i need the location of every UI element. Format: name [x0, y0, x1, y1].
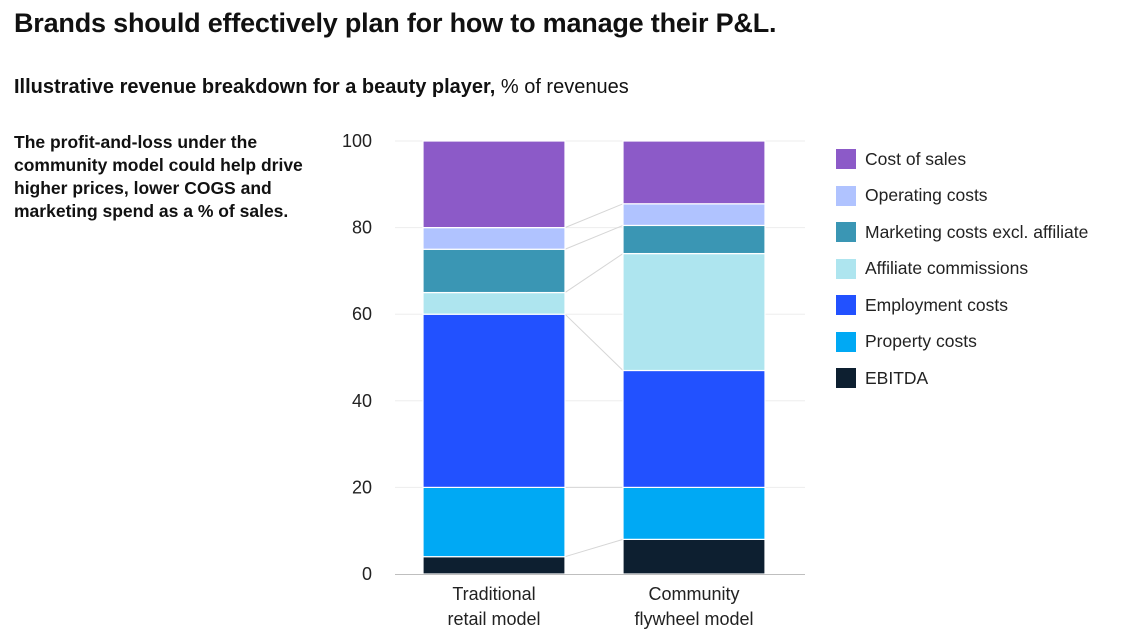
- x-category-label: Traditional: [452, 584, 535, 604]
- legend-label: Cost of sales: [865, 148, 967, 169]
- bar-segment: [422, 556, 566, 575]
- bars: [422, 140, 766, 575]
- connector-line: [564, 253, 624, 293]
- bar-segment: [422, 313, 566, 489]
- bar-segment: [622, 538, 766, 575]
- legend-swatch: [836, 258, 856, 279]
- legend-label: Employment costs: [865, 294, 1008, 315]
- bar-segment: [422, 291, 566, 315]
- connector-lines: [564, 203, 624, 558]
- legend-swatch: [836, 295, 856, 316]
- y-tick-label: 0: [362, 564, 372, 584]
- legend-item: Operating costs: [836, 178, 1088, 215]
- x-category-label: flywheel model: [634, 609, 753, 629]
- legend-item: Affiliate commissions: [836, 251, 1088, 288]
- connector-line: [564, 538, 624, 558]
- y-tick-label: 100: [342, 131, 372, 151]
- legend-item: Employment costs: [836, 287, 1088, 324]
- y-tick-label: 20: [352, 477, 372, 497]
- bar-segment: [622, 140, 766, 205]
- y-tick-label: 80: [352, 218, 372, 238]
- subtitle-unit: % of revenues: [495, 76, 629, 98]
- x-category-label: retail model: [447, 609, 540, 629]
- legend-swatch: [836, 222, 856, 243]
- legend-label: Marketing costs excl. affiliate: [865, 221, 1089, 242]
- legend-swatch: [836, 368, 856, 389]
- legend-label: Affiliate commissions: [865, 258, 1029, 279]
- legend-item: Property costs: [836, 324, 1088, 361]
- bar-segment: [622, 203, 766, 227]
- legend-label: EBITDA: [865, 367, 929, 388]
- bar-segment: [422, 248, 566, 294]
- connector-line: [564, 313, 624, 371]
- chart-subtitle: Illustrative revenue breakdown for a bea…: [14, 76, 629, 99]
- legend-swatch: [836, 331, 856, 352]
- bar-segment: [622, 486, 766, 540]
- legend-item: EBITDA: [836, 360, 1088, 397]
- subtitle-main: Illustrative revenue breakdown for a bea…: [14, 76, 496, 98]
- side-note: The profit-and-loss under the community …: [14, 132, 303, 222]
- legend-item: Marketing costs excl. affiliate: [836, 214, 1088, 251]
- legend-swatch: [836, 185, 856, 206]
- bar-segment: [622, 224, 766, 255]
- legend-label: Property costs: [865, 331, 977, 352]
- y-tick-label: 60: [352, 304, 372, 324]
- bar-segment: [422, 227, 566, 250]
- connector-line: [564, 224, 624, 250]
- legend-swatch: [836, 149, 856, 170]
- x-category-label: Community: [648, 584, 739, 604]
- bar-segment: [622, 369, 766, 488]
- chart-title: Brands should effectively plan for how t…: [14, 8, 777, 38]
- legend-label: Operating costs: [865, 185, 988, 206]
- axes: 0 20 40 60 80 100 Traditional retail model Commu…: [342, 131, 805, 629]
- bar-segment: [422, 486, 566, 558]
- y-tick-label: 40: [352, 391, 372, 411]
- legend-item: Cost of sales: [836, 141, 1088, 178]
- connector-line: [564, 203, 624, 229]
- bar-segment: [422, 140, 566, 229]
- bar-segment: [622, 252, 766, 372]
- legend: Cost of sales Operating costs Marketing co…: [836, 141, 1088, 397]
